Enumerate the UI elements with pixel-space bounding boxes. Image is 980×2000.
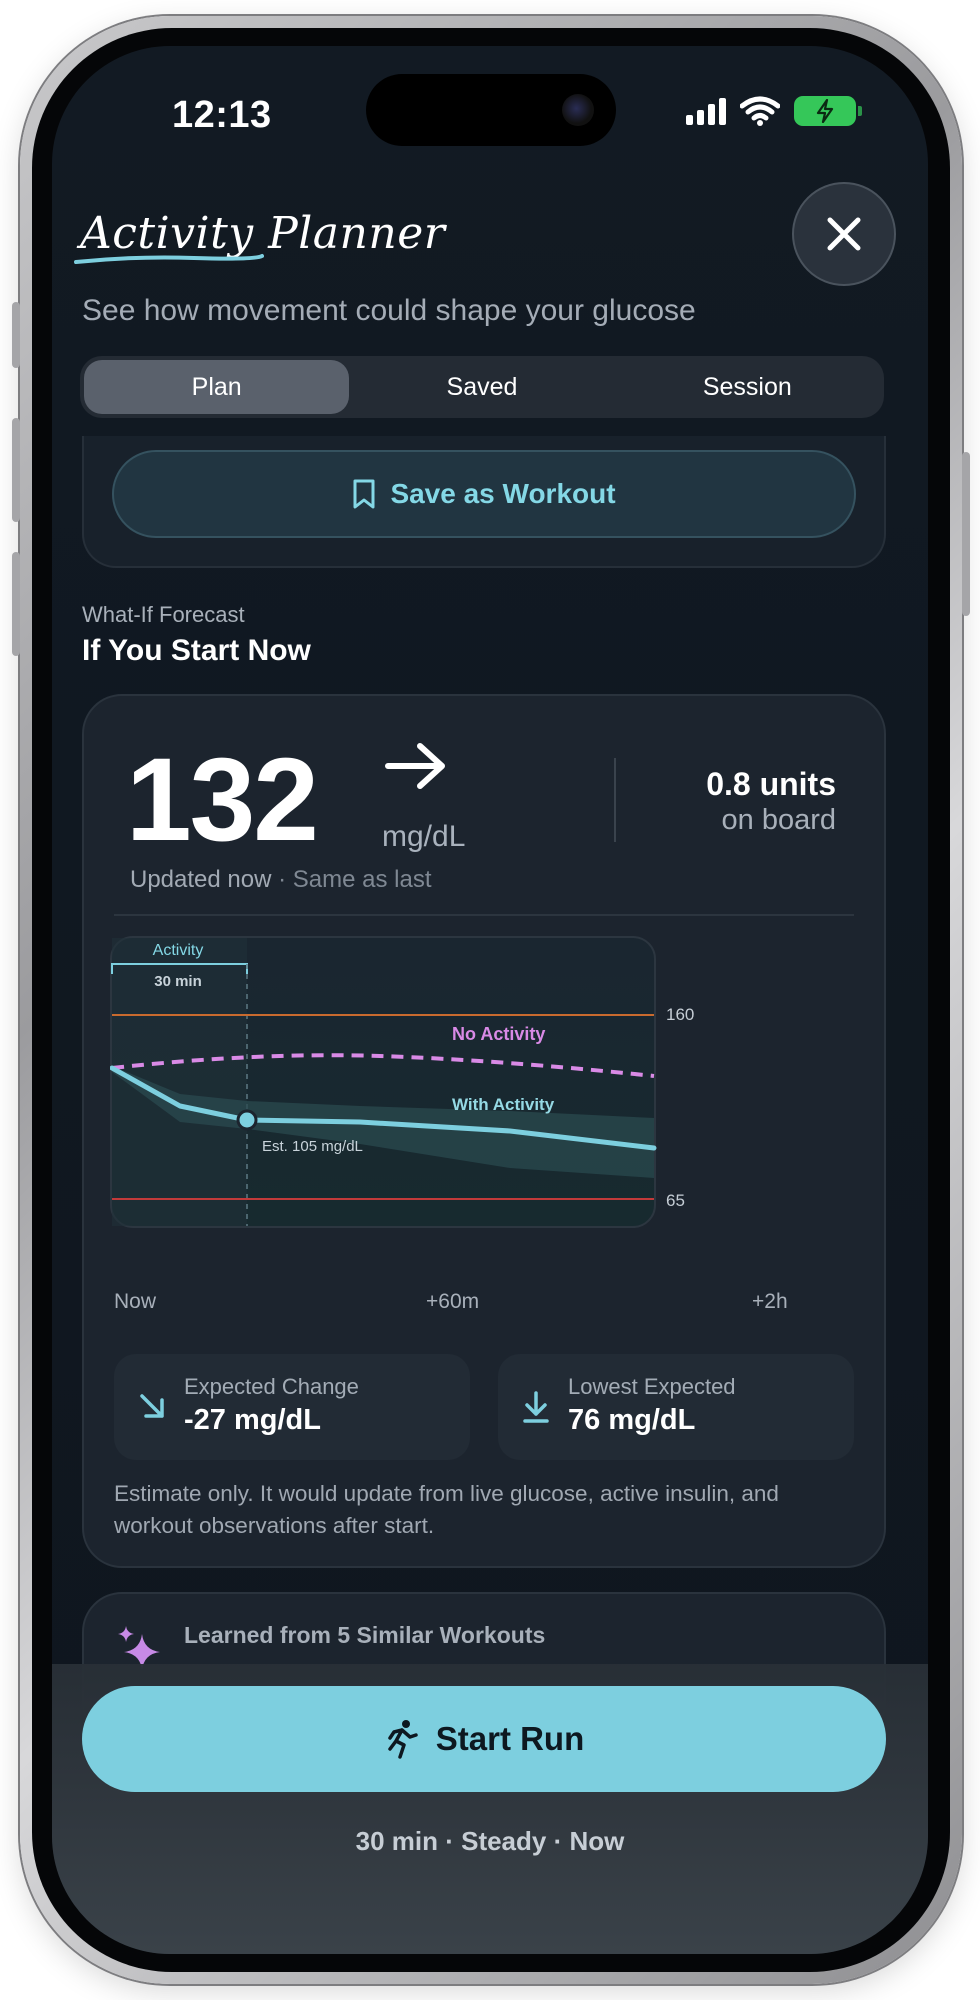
lowest-expected-card: Lowest Expected 76 mg/dL bbox=[498, 1354, 854, 1460]
expected-change-card: Expected Change -27 mg/dL bbox=[114, 1354, 470, 1460]
x-axis-label-2h: +2h bbox=[752, 1290, 788, 1313]
save-button-label: Save as Workout bbox=[390, 478, 616, 509]
trend-arrow-right-icon bbox=[385, 743, 445, 789]
horizontal-divider bbox=[114, 914, 854, 916]
x-axis-label-now: Now bbox=[114, 1290, 157, 1313]
lowest-expected-value: 76 mg/dL bbox=[568, 1404, 696, 1436]
app-screen: 12:13 Activity Planner See how movement … bbox=[52, 46, 928, 1954]
tab-session[interactable]: Session bbox=[702, 372, 792, 401]
expected-change-label: Expected Change bbox=[184, 1374, 359, 1399]
estimate-point bbox=[236, 1109, 258, 1131]
estimate-label: Est. 105 mg/dL bbox=[262, 1138, 363, 1155]
with-activity-line bbox=[110, 1065, 657, 1151]
save-as-workout-button[interactable]: Save as Workout bbox=[112, 450, 856, 538]
sparkle-icon bbox=[118, 1626, 160, 1670]
arrow-down-to-line-icon bbox=[523, 1391, 549, 1423]
low-threshold-label: 65 bbox=[666, 1191, 685, 1210]
start-run-button[interactable]: Start Run bbox=[82, 1686, 886, 1792]
page-subtitle: See how movement could shape your glucos… bbox=[82, 294, 696, 327]
expected-change-value: -27 mg/dL bbox=[184, 1404, 321, 1436]
volume-up-button bbox=[12, 418, 20, 522]
power-button bbox=[962, 452, 970, 616]
glucose-value: 132 bbox=[126, 734, 319, 866]
with-activity-label: With Activity bbox=[452, 1095, 555, 1114]
glucose-unit: mg/dL bbox=[382, 820, 466, 853]
close-button[interactable] bbox=[792, 182, 896, 286]
tab-plan[interactable]: Plan bbox=[84, 360, 350, 414]
status-time: 12:13 bbox=[172, 94, 272, 136]
no-activity-label: No Activity bbox=[452, 1024, 545, 1044]
title-underline bbox=[74, 254, 264, 264]
activity-label: Activity bbox=[153, 942, 204, 959]
start-run-label: Start Run bbox=[435, 1720, 585, 1757]
no-activity-line bbox=[111, 1053, 655, 1078]
lowest-expected-label: Lowest Expected bbox=[568, 1374, 736, 1399]
learned-title: Learned from 5 Similar Workouts bbox=[184, 1622, 546, 1648]
cellular-signal-icon bbox=[686, 97, 726, 125]
forecast-disclaimer: Estimate only. It would update from live… bbox=[114, 1481, 779, 1538]
vertical-divider bbox=[614, 758, 616, 842]
start-run-subtitle: 30 min · Steady · Now bbox=[355, 1826, 625, 1856]
volume-down-button bbox=[12, 552, 20, 656]
insulin-on-board-value: 0.8 units bbox=[706, 766, 836, 802]
activity-duration: 30 min bbox=[154, 973, 202, 990]
tab-saved[interactable]: Saved bbox=[446, 372, 518, 401]
arrow-down-right-icon bbox=[140, 1394, 164, 1418]
bookmark-icon bbox=[353, 479, 375, 509]
wifi-icon bbox=[740, 96, 780, 126]
high-threshold-label: 160 bbox=[666, 1005, 694, 1024]
insulin-on-board-label: on board bbox=[721, 804, 837, 836]
updated-status: Updated now · Same as last bbox=[130, 866, 432, 894]
tab-bar: Plan Saved Session bbox=[80, 356, 884, 418]
status-icons bbox=[686, 96, 862, 126]
forecast-chart: Activity 30 min 160 65 No Activity With … bbox=[110, 936, 694, 1228]
battery-charging-icon bbox=[794, 96, 862, 126]
updated-text: Updated now bbox=[130, 866, 272, 893]
front-camera-icon bbox=[562, 94, 594, 126]
dynamic-island bbox=[366, 74, 616, 146]
mute-switch bbox=[12, 302, 20, 368]
x-axis-label-60m: +60m bbox=[426, 1290, 480, 1313]
section-title: If You Start Now bbox=[82, 634, 311, 667]
section-kicker: What-If Forecast bbox=[82, 602, 245, 627]
close-icon bbox=[827, 217, 861, 251]
runner-icon bbox=[388, 1720, 418, 1759]
page-title: Activity Planner bbox=[80, 208, 446, 259]
updated-note: · Same as last bbox=[278, 866, 432, 893]
